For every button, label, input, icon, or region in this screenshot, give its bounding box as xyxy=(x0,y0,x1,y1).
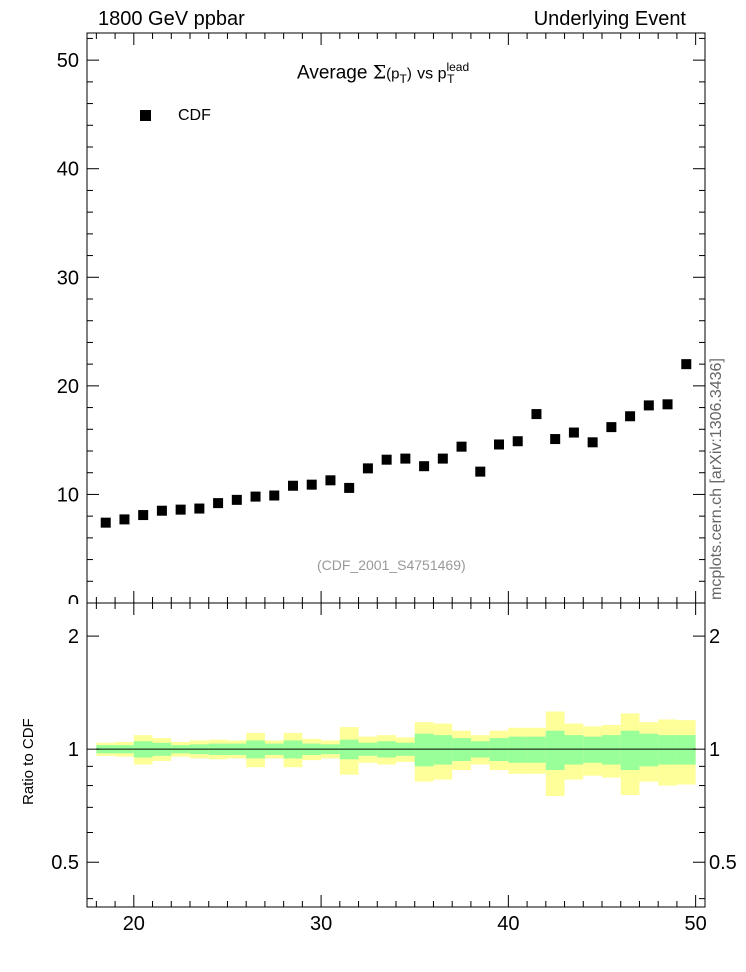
y-tick-label-zero: 0 xyxy=(68,592,79,614)
ratio-inner-band xyxy=(583,736,602,763)
ratio-inner-band xyxy=(508,736,528,763)
chart-title: Average Σ(pT) vs pleadT xyxy=(297,60,469,87)
y-tick-label: 20 xyxy=(57,376,79,398)
data-point xyxy=(344,482,355,493)
data-point xyxy=(550,434,561,445)
ratio-inner-band xyxy=(639,733,659,767)
data-point xyxy=(250,491,261,502)
title-arg-close: ) xyxy=(406,65,412,83)
x-tick-label: 30 xyxy=(310,913,332,935)
data-point xyxy=(531,409,542,420)
data-point xyxy=(662,399,673,410)
ratio-inner-band xyxy=(620,730,640,771)
legend-label: CDF xyxy=(178,107,211,124)
side-label: mcplots.cern.ch [arXiv:1306.3436] xyxy=(708,358,725,600)
header-right-label: Underlying Event xyxy=(533,8,686,30)
legend-marker xyxy=(140,110,151,122)
data-point xyxy=(306,479,317,490)
data-point xyxy=(362,463,373,474)
title-vs: vs p xyxy=(417,65,447,83)
data-point xyxy=(325,475,336,486)
data-point xyxy=(119,514,130,525)
ratio-y-tick-label-right: 1 xyxy=(709,739,720,761)
title-lead-sup: lead xyxy=(446,60,470,74)
data-point xyxy=(494,439,504,450)
header-left-label: 1800 GeV ppbar xyxy=(98,8,245,30)
ratio-y-tick-label-right: 0.5 xyxy=(709,852,737,874)
y-tick-label: 40 xyxy=(57,159,79,181)
data-point xyxy=(606,422,617,433)
data-point xyxy=(475,466,486,477)
data-point xyxy=(100,517,111,528)
data-point xyxy=(381,454,392,465)
y-tick-label: 30 xyxy=(57,267,79,289)
data-point xyxy=(175,504,186,515)
y-tick-label: 10 xyxy=(57,484,79,506)
ratio-inner-band xyxy=(414,733,434,767)
ratio-inner-band xyxy=(564,735,584,765)
data-point xyxy=(568,427,579,438)
title-prefix: Average xyxy=(297,62,368,84)
ratio-inner-band xyxy=(602,735,621,765)
data-point xyxy=(269,490,280,501)
data-point xyxy=(231,494,242,505)
ratio-y-tick-label-right: 2 xyxy=(709,626,720,648)
main-panel: 10 20 30 40 50 0 xyxy=(57,32,706,615)
data-point xyxy=(138,510,149,521)
data-point xyxy=(643,400,654,411)
ratio-inner-band xyxy=(433,735,453,765)
ratio-panel: 20 30 40 50 0.5 0.5 1 1 2 2 xyxy=(51,602,737,935)
legend: CDF xyxy=(140,107,211,125)
data-point xyxy=(194,503,205,514)
data-point xyxy=(437,453,448,464)
data-point xyxy=(156,505,167,516)
title-lead-sub: T xyxy=(447,72,455,87)
x-tick-label: 20 xyxy=(123,913,145,935)
data-point xyxy=(681,359,692,370)
ratio-inner-band xyxy=(676,735,696,765)
data-point xyxy=(587,437,598,448)
data-point xyxy=(456,441,467,452)
analysis-id-label: (CDF_2001_S4751469) xyxy=(317,557,466,573)
x-tick-label: 50 xyxy=(685,913,707,935)
data-point xyxy=(512,436,523,447)
ratio-y-tick-label: 2 xyxy=(68,626,79,648)
ratio-inner-band xyxy=(545,730,565,771)
data-point xyxy=(400,453,411,464)
y-tick-label: 50 xyxy=(57,50,79,72)
title-arg-sub: T xyxy=(399,72,407,87)
data-point xyxy=(213,498,224,509)
title-arg-open: (p xyxy=(386,65,400,83)
data-point xyxy=(419,461,430,472)
data-point xyxy=(288,480,298,491)
data-point xyxy=(625,411,636,422)
x-tick-label: 40 xyxy=(497,913,519,935)
ratio-inner-band xyxy=(527,736,546,763)
zero-label-mask xyxy=(60,604,84,614)
ratio-axis-label: Ratio to CDF xyxy=(20,718,37,805)
ratio-inner-band xyxy=(658,735,677,765)
title-sigma-symbol: Σ xyxy=(372,61,387,84)
ratio-y-tick-label: 0.5 xyxy=(51,852,79,874)
ratio-y-tick-label: 1 xyxy=(68,739,79,761)
